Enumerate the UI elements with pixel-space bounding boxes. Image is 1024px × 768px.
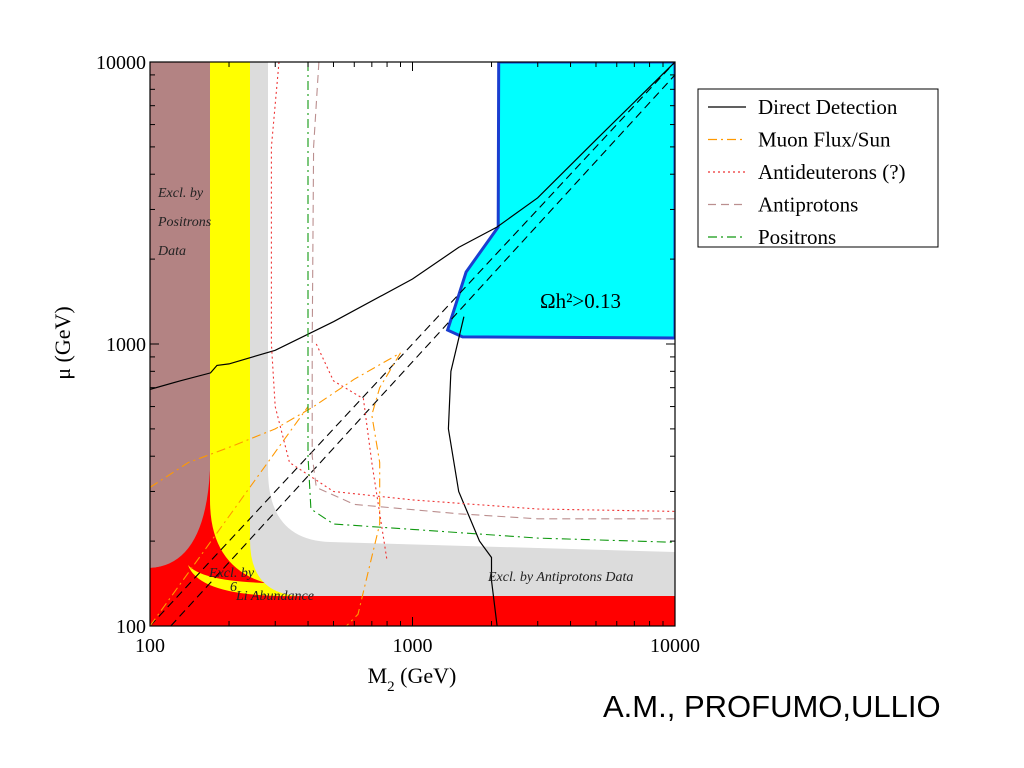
series-direct-detection-curve-2 xyxy=(447,316,498,626)
legend-box xyxy=(697,88,939,248)
lithium-annotation-line1: Excl. by xyxy=(208,566,255,581)
antiprotons-annotation: Excl. by Antiprotons Data xyxy=(487,570,633,585)
series-antideuterons-curve-1 xyxy=(270,62,675,512)
series-muon-flux-sun-curve-3 xyxy=(150,406,309,626)
series-antiprotons-curve-1 xyxy=(311,62,675,520)
legend-label-antideuterons: Antideuterons (?) xyxy=(758,160,906,184)
legend-label-direct-detection: Direct Detection xyxy=(758,95,898,119)
x-axis-label: M2 (GeV) xyxy=(368,663,457,695)
positrons-annotation-line1: Excl. by xyxy=(157,186,204,201)
x-tick-label-10000: 10000 xyxy=(650,635,700,657)
lithium-annotation-sup: 6 xyxy=(230,580,237,595)
positrons-excluded-region xyxy=(150,62,210,568)
lithium-annotation-line2: Li Abundance xyxy=(235,589,314,604)
legend-label-muon-flux-sun: Muon Flux/Sun xyxy=(758,128,891,152)
y-tick-label-1000: 1000 xyxy=(106,334,146,356)
antiprotons-excluded-region xyxy=(250,62,675,596)
diagonal-line-2 xyxy=(170,74,675,626)
series-antideuterons-curve-2 xyxy=(315,343,388,562)
series-muon-flux-sun-curve-2 xyxy=(346,352,401,626)
positrons-annotation-line2: Positrons xyxy=(157,215,212,230)
y-tick-label-10000: 10000 xyxy=(96,52,146,74)
y-axis-label: μ (GeV) xyxy=(50,306,75,380)
credit-text: A.M., PROFUMO,ULLIO xyxy=(603,689,941,724)
relic-density-label: Ωh²>0.13 xyxy=(540,289,621,313)
relic-density-region xyxy=(445,62,675,340)
diagonal-line-1 xyxy=(150,62,675,626)
legend-label-positrons: Positrons xyxy=(758,225,836,249)
series-direct-detection-curve-1 xyxy=(150,62,675,390)
x-tick-label-100: 100 xyxy=(135,635,165,657)
y-tick-label-100: 100 xyxy=(116,616,146,638)
legend-label-antiprotons: Antiprotons xyxy=(758,193,858,217)
positrons-annotation-line3: Data xyxy=(157,244,186,259)
series-muon-flux-sun-curve-1 xyxy=(150,352,401,488)
x-tick-label-1000: 1000 xyxy=(393,635,433,657)
